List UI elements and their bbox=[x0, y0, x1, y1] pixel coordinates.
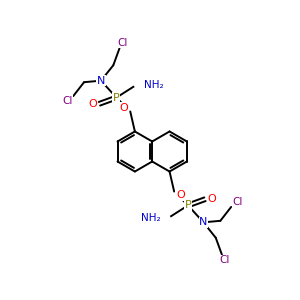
Text: O: O bbox=[176, 190, 185, 200]
Text: NH₂: NH₂ bbox=[141, 214, 160, 224]
Text: N: N bbox=[199, 217, 208, 227]
Text: Cl: Cl bbox=[62, 96, 72, 106]
Text: P: P bbox=[113, 93, 120, 103]
Text: N: N bbox=[97, 76, 105, 86]
Text: O: O bbox=[208, 194, 216, 204]
Text: Cl: Cl bbox=[117, 38, 128, 48]
Text: Cl: Cl bbox=[232, 197, 242, 207]
Text: O: O bbox=[120, 103, 128, 112]
Text: O: O bbox=[88, 99, 97, 109]
Text: Cl: Cl bbox=[220, 255, 230, 265]
Text: P: P bbox=[185, 200, 191, 210]
Text: NH₂: NH₂ bbox=[144, 80, 164, 89]
